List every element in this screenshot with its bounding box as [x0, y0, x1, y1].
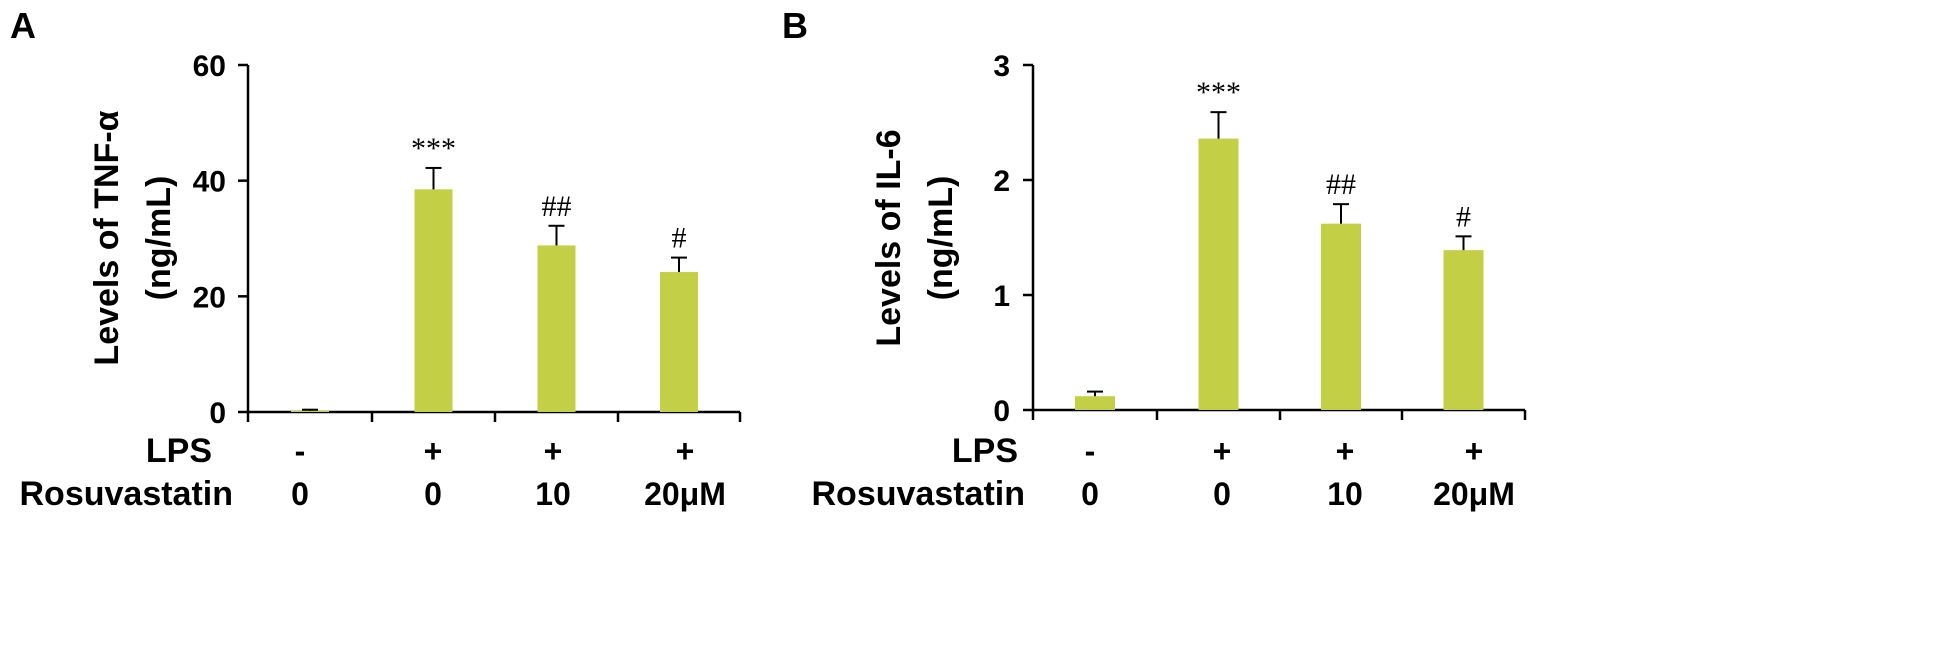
condition-value: 0 — [1213, 476, 1231, 512]
bar — [291, 410, 329, 412]
condition-value: + — [1465, 433, 1484, 469]
bar — [414, 189, 453, 412]
y-tick-label: 0 — [209, 397, 226, 430]
condition-value: + — [1336, 433, 1355, 469]
bar — [1198, 138, 1239, 410]
condition-value: + — [544, 433, 563, 469]
condition-value: 20μM — [1433, 476, 1515, 512]
y-axis-title-line1: Levels of IL-6 — [870, 129, 908, 346]
condition-row-label: Rosuvastatin — [812, 475, 1026, 513]
significance-label: # — [1456, 200, 1471, 233]
condition-row-label: LPS — [952, 432, 1018, 470]
y-tick-label: 1 — [993, 280, 1010, 313]
condition-value: 10 — [535, 476, 571, 512]
condition-value: + — [424, 433, 443, 469]
condition-value: 0 — [1081, 476, 1099, 512]
condition-value: - — [1085, 433, 1096, 469]
significance-label: # — [672, 222, 687, 255]
y-axis-title-line1: Levels of TNF-α — [88, 110, 126, 365]
significance-label: *** — [1196, 76, 1241, 109]
condition-value: + — [1213, 433, 1232, 469]
significance-label: ## — [1326, 168, 1356, 201]
y-axis-title-line2: (ng/mL) — [140, 176, 178, 301]
bar — [1321, 223, 1361, 410]
y-axis-title-line2: (ng/mL) — [922, 176, 960, 301]
bar — [537, 245, 576, 412]
y-tick-label: 0 — [993, 395, 1010, 428]
condition-row-label: LPS — [146, 432, 212, 470]
significance-label: ## — [542, 190, 572, 223]
condition-value: 0 — [291, 476, 309, 512]
condition-value: 10 — [1327, 476, 1363, 512]
condition-value: + — [676, 433, 695, 469]
y-tick-label: 2 — [993, 165, 1010, 198]
significance-label: *** — [411, 132, 456, 165]
bar — [1443, 250, 1484, 410]
y-tick-label: 20 — [193, 281, 226, 314]
bar — [1075, 396, 1115, 410]
condition-value: 20μM — [644, 476, 726, 512]
y-tick-label: 3 — [993, 50, 1010, 83]
y-tick-label: 60 — [193, 50, 226, 83]
condition-value: - — [295, 433, 306, 469]
condition-row-label: Rosuvastatin — [20, 475, 234, 513]
bar — [660, 272, 698, 412]
condition-value: 0 — [424, 476, 442, 512]
y-tick-label: 40 — [193, 166, 226, 199]
panel-label: B — [782, 5, 808, 46]
panel-label: A — [10, 5, 36, 46]
